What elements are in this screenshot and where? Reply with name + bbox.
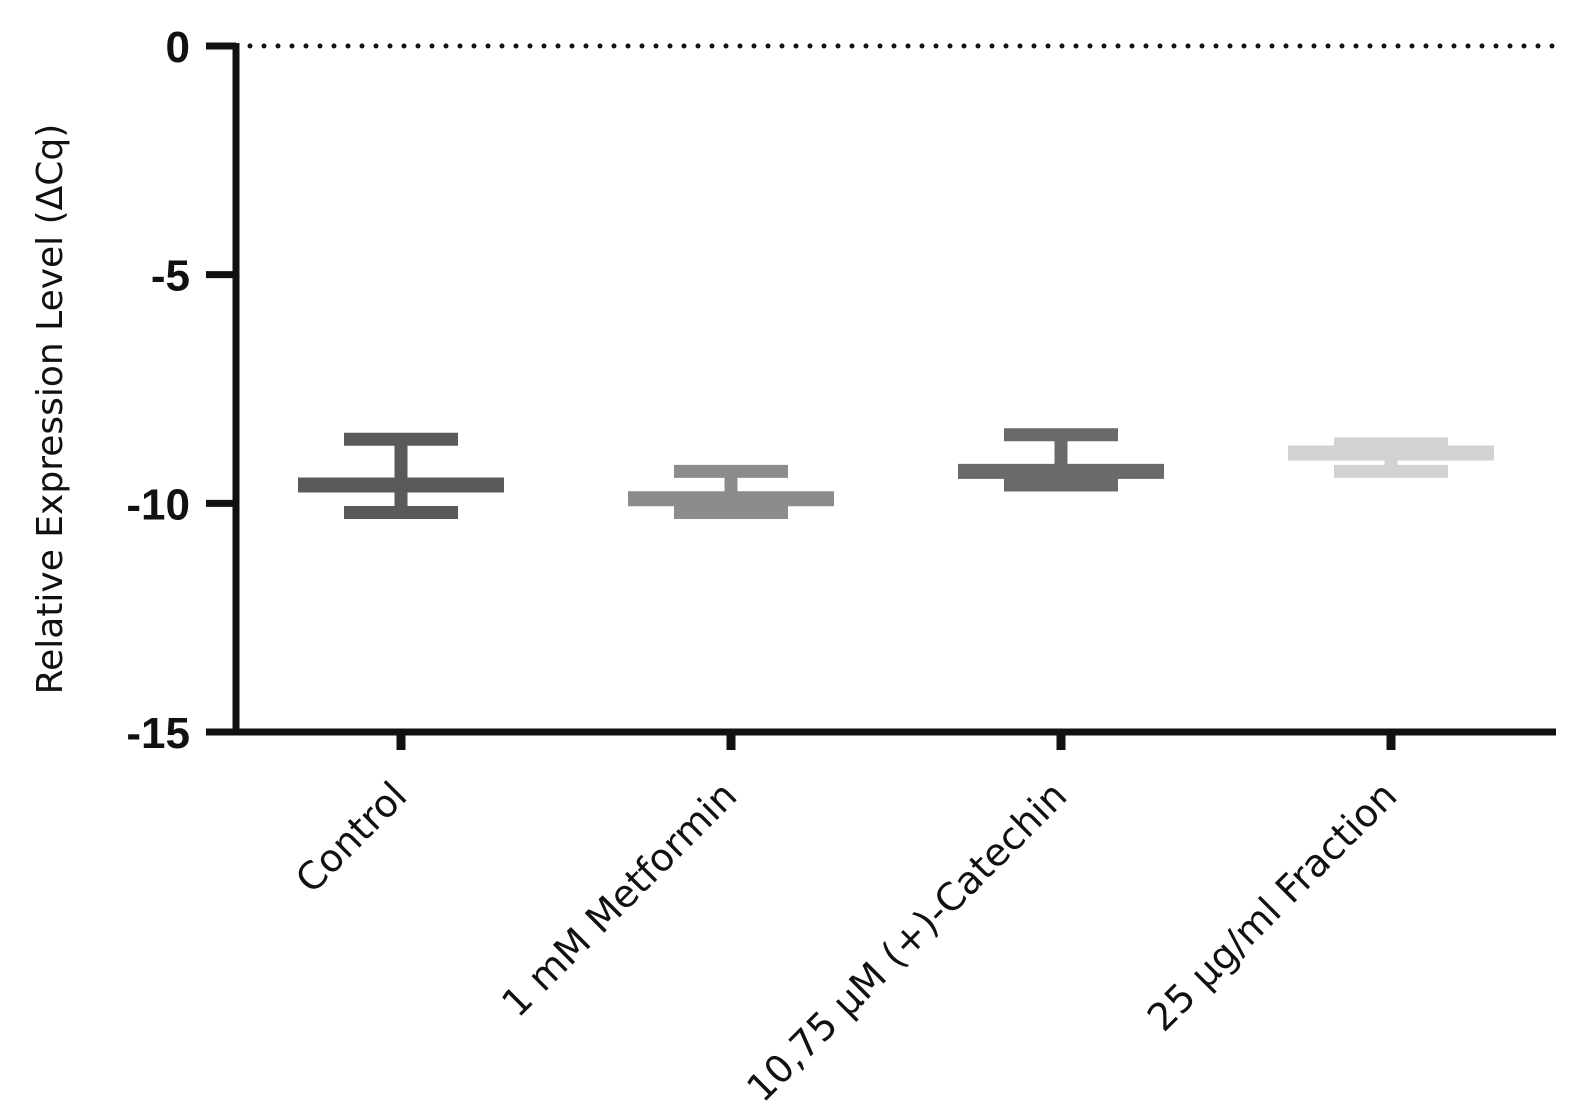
axes bbox=[232, 43, 1556, 736]
x-tick-label: 10,75 µM (+)-Catechin bbox=[738, 773, 1075, 1104]
y-axis-title: Relative Expression Level (ΔCq) bbox=[30, 124, 71, 695]
x-tick-label: 1 mM Metformin bbox=[493, 773, 745, 1025]
y-tick-label: -15 bbox=[126, 709, 190, 758]
x-tick-label: 25 µg/ml Fraction bbox=[1139, 773, 1405, 1039]
x-tick-label: Control bbox=[287, 773, 415, 901]
data-marks bbox=[298, 428, 1494, 519]
y-ticks: 0 -5 -10 -15 bbox=[126, 23, 236, 758]
y-tick-label: -5 bbox=[151, 252, 190, 301]
y-tick-label: 0 bbox=[166, 23, 190, 72]
y-tick-label: -10 bbox=[126, 480, 190, 529]
